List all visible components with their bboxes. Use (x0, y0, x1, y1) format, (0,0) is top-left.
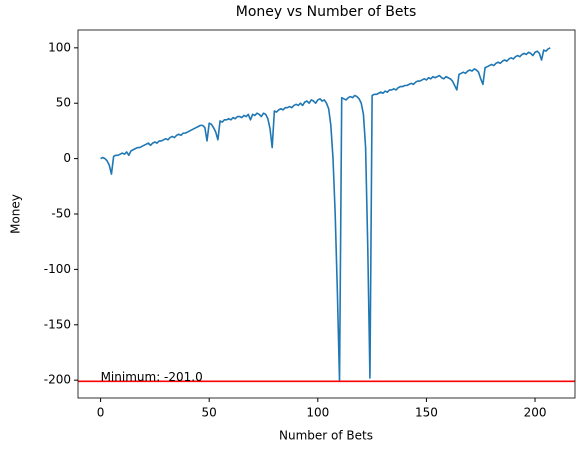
x-axis-label: Number of Bets (279, 429, 373, 443)
y-tick-label: -100 (44, 262, 71, 276)
x-tick-label: 100 (306, 406, 329, 420)
y-tick-label: -200 (44, 373, 71, 387)
chart-title: Money vs Number of Bets (236, 4, 417, 20)
y-tick-label: 50 (56, 96, 71, 110)
y-tick-label: -50 (51, 207, 71, 221)
x-tick-label: 200 (524, 406, 547, 420)
x-tick-label: 150 (415, 406, 438, 420)
x-tick-label: 50 (202, 406, 217, 420)
annotation: Minimum: -201.0 (101, 370, 203, 384)
y-tick-label: 0 (63, 151, 71, 165)
x-tick-label: 0 (97, 406, 105, 420)
y-tick-label: 100 (48, 40, 71, 54)
data-line (100, 47, 551, 383)
y-axis-label: Money (9, 194, 23, 234)
y-tick-label: -150 (44, 317, 71, 331)
plot-frame (77, 29, 576, 399)
